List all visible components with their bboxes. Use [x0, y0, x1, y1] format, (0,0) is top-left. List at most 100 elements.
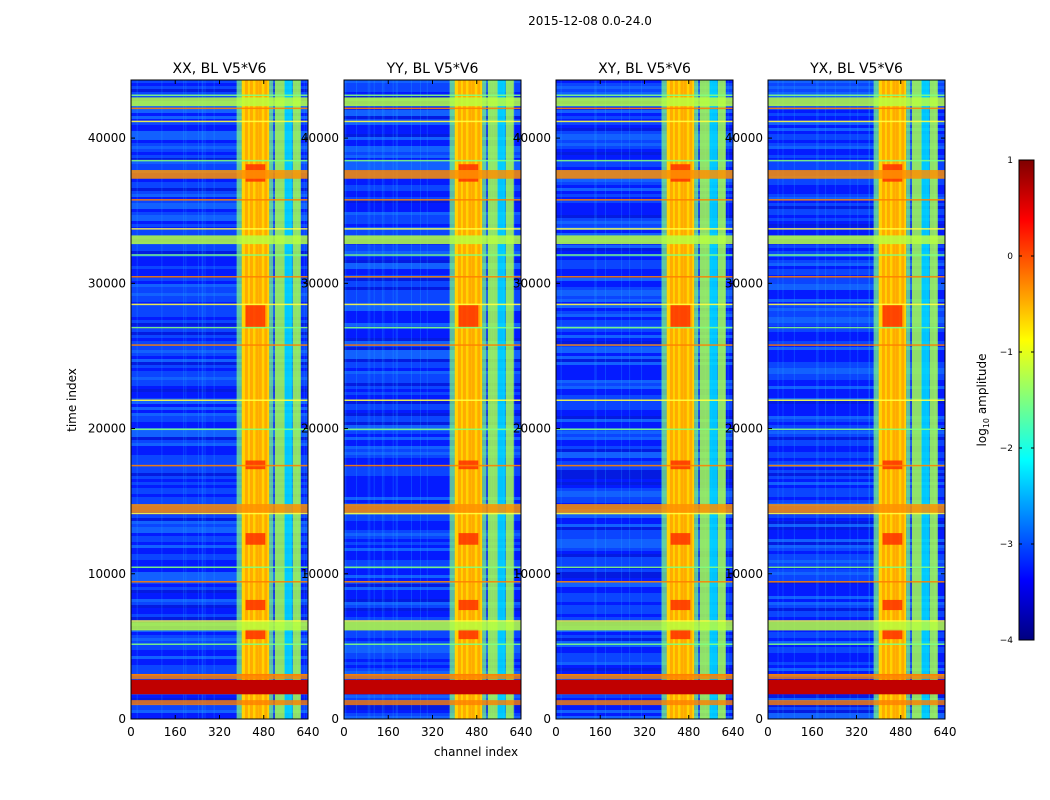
- noise-strip: [556, 596, 733, 599]
- x-tick-label: 320: [633, 725, 656, 739]
- noise-strip: [768, 425, 945, 428]
- noise-strip: [131, 149, 308, 152]
- noise-strip: [556, 527, 733, 530]
- noise-strip: [768, 209, 945, 212]
- hot-block: [882, 628, 903, 640]
- noise-strip: [344, 446, 521, 449]
- noise-strip: [131, 299, 308, 302]
- noise-strip: [768, 356, 945, 359]
- noise-strip: [768, 365, 945, 368]
- rfi-line: [344, 643, 521, 645]
- noise-strip: [344, 548, 521, 551]
- noise-strip: [556, 212, 733, 215]
- noise-strip: [556, 572, 733, 575]
- noise-strip: [768, 488, 945, 491]
- noise-strip: [768, 419, 945, 422]
- noise-strip: [131, 707, 308, 710]
- x-tick-label: 320: [845, 725, 868, 739]
- rfi-line: [344, 428, 521, 431]
- noise-strip: [556, 308, 733, 311]
- noise-strip: [556, 293, 733, 296]
- noise-strip: [556, 248, 733, 251]
- noise-strip: [344, 347, 521, 350]
- noise-strip: [768, 368, 945, 371]
- noise-strip: [131, 113, 308, 116]
- rfi-line: [131, 344, 308, 346]
- noise-strip: [131, 293, 308, 296]
- noise-strip: [344, 194, 521, 197]
- noise-strip: [768, 572, 945, 575]
- noise-strip: [556, 611, 733, 614]
- strong-time-band: [131, 235, 308, 245]
- noise-strip: [556, 500, 733, 503]
- noise-strip: [556, 404, 733, 407]
- noise-strip: [131, 533, 308, 536]
- noise-strip: [344, 647, 521, 650]
- noise-strip: [768, 182, 945, 185]
- noise-strip: [344, 560, 521, 563]
- noise-strip: [768, 536, 945, 539]
- strong-time-band: [131, 504, 308, 513]
- noise-strip: [556, 86, 733, 89]
- noise-strip: [768, 596, 945, 599]
- noise-strip: [131, 245, 308, 248]
- noise-strip: [131, 161, 308, 164]
- strong-time-band: [344, 235, 521, 245]
- noise-strip: [131, 311, 308, 314]
- noise-strip: [344, 488, 521, 491]
- noise-strip: [344, 257, 521, 260]
- noise-strip: [768, 458, 945, 461]
- noise-strip: [556, 521, 733, 524]
- noise-strip: [344, 524, 521, 527]
- noise-strip: [556, 209, 733, 212]
- noise-strip: [131, 569, 308, 572]
- noise-strip: [131, 641, 308, 644]
- noise-strip: [768, 83, 945, 86]
- hot-block: [670, 533, 691, 545]
- x-tick-label: 160: [377, 725, 400, 739]
- noise-strip: [556, 389, 733, 392]
- noise-strip: [768, 338, 945, 341]
- noise-strip: [344, 515, 521, 518]
- hot-block: [670, 305, 691, 327]
- noise-strip: [344, 671, 521, 674]
- noise-strip: [556, 662, 733, 665]
- noise-strip: [344, 371, 521, 374]
- noise-strip: [556, 158, 733, 161]
- noise-strip: [768, 665, 945, 668]
- noise-strip: [344, 221, 521, 224]
- noise-strip: [344, 563, 521, 566]
- x-tick-label: 640: [297, 725, 320, 739]
- rfi-line: [344, 254, 521, 256]
- noise-strip: [131, 281, 308, 284]
- heatmap-panel: XY, BL V5*V6 0 160 320 480 640 0 10000 20000 3000…: [513, 61, 745, 739]
- noise-strip: [131, 422, 308, 425]
- noise-strip: [556, 149, 733, 152]
- noise-strip: [556, 374, 733, 377]
- noise-strip: [131, 317, 308, 320]
- noise-strip: [344, 578, 521, 581]
- noise-strip: [556, 563, 733, 566]
- rfi-line: [768, 620, 945, 622]
- noise-strip: [131, 572, 308, 575]
- noise-strip: [556, 251, 733, 254]
- rfi-line: [131, 512, 308, 515]
- noise-strip: [556, 152, 733, 155]
- noise-strip: [131, 269, 308, 272]
- noise-strip: [768, 644, 945, 647]
- noise-strip: [344, 353, 521, 356]
- noise-strip: [344, 644, 521, 647]
- noise-strip: [344, 575, 521, 578]
- noise-strip: [768, 383, 945, 386]
- noise-strip: [344, 386, 521, 389]
- noise-strip: [344, 245, 521, 248]
- noise-strip: [556, 224, 733, 227]
- noise-strip: [768, 188, 945, 191]
- noise-strip: [556, 260, 733, 263]
- noise-strip: [556, 575, 733, 578]
- noise-strip: [344, 302, 521, 305]
- noise-strip: [131, 521, 308, 524]
- noise-strip: [556, 200, 733, 203]
- noise-strip: [768, 122, 945, 125]
- rfi-line: [768, 107, 945, 110]
